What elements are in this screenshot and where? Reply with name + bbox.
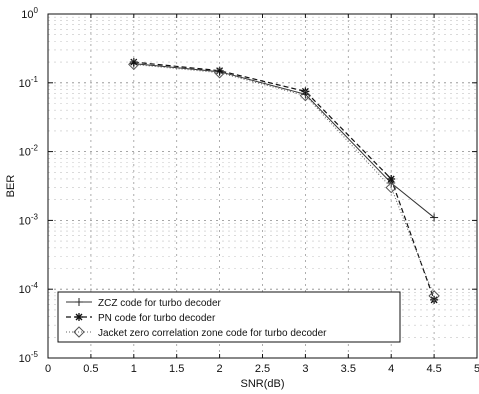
x-tick-label: 0.5 (83, 363, 98, 375)
data-point (430, 295, 439, 304)
x-tick-label: 1 (131, 363, 137, 375)
y-tick-label: 10-3 (19, 212, 39, 227)
data-point (128, 58, 140, 71)
axis-ticks: 0 0.5 1 1.5 2 2.5 3 3.5 4 4.5 5 100 10-1 10-2 10-3 10-4… (19, 6, 479, 375)
legend-label: PN code for turbo decoder (98, 313, 216, 324)
series-3 (128, 58, 440, 302)
series-line (133, 63, 435, 297)
legend-label: ZCZ code for turbo decoder (98, 298, 222, 309)
x-tick-label: 4.5 (426, 363, 441, 375)
legend: ZCZ code for turbo decoder PN code for tu… (57, 291, 401, 343)
legend-marker (75, 298, 83, 306)
data-point (385, 181, 397, 194)
legend-label: Jacket zero correlation zone code for tu… (98, 328, 327, 339)
series-layer (128, 58, 440, 304)
y-tick-label: 100 (21, 6, 38, 21)
x-tick-label: 3.5 (341, 363, 356, 375)
legend-box (57, 291, 401, 343)
x-tick-label: 2.5 (255, 363, 270, 375)
data-point (213, 67, 226, 79)
y-axis-label: BER (5, 175, 17, 198)
data-point (301, 87, 310, 96)
x-axis-label: SNR(dB) (240, 378, 284, 390)
data-point (428, 290, 440, 302)
x-tick-label: 4 (388, 363, 394, 375)
y-tick-label: 10-4 (19, 281, 39, 296)
data-point (387, 174, 396, 183)
y-tick-label: 10-2 (19, 144, 39, 159)
y-tick-label: 10-5 (19, 350, 39, 365)
legend-marker (73, 326, 85, 338)
x-tick-label: 2 (217, 363, 223, 375)
data-point (299, 89, 312, 102)
x-tick-label: 0 (45, 363, 51, 375)
x-tick-label: 5 (474, 363, 479, 375)
y-tick-label: 10-1 (19, 75, 39, 90)
x-tick-label: 1.5 (169, 363, 184, 375)
legend-marker (75, 313, 83, 321)
data-point (430, 213, 439, 222)
series-line (133, 61, 435, 301)
x-tick-label: 3 (302, 363, 308, 375)
